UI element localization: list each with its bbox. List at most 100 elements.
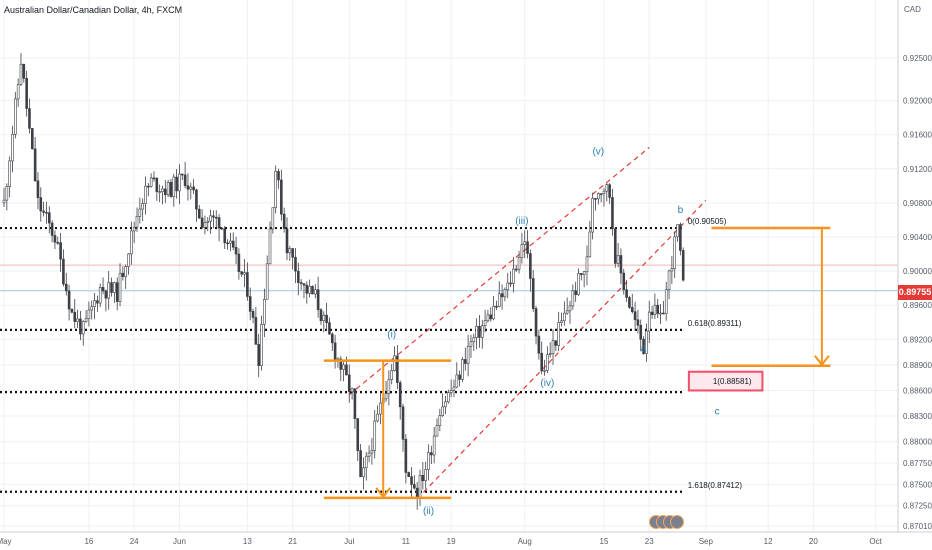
candle-body bbox=[356, 418, 360, 451]
candle-body bbox=[138, 208, 142, 217]
candle-body bbox=[164, 188, 167, 196]
candle-body bbox=[401, 406, 405, 440]
candle-body bbox=[486, 314, 490, 322]
candle-body bbox=[333, 342, 337, 361]
candle-body bbox=[268, 228, 272, 265]
candle-body bbox=[676, 224, 679, 238]
candle-body bbox=[619, 255, 623, 274]
candle-body bbox=[158, 191, 161, 193]
candle-body bbox=[135, 215, 139, 228]
time-tick-label: May bbox=[0, 537, 12, 546]
candle-body bbox=[517, 257, 521, 270]
time-tick-label: 23 bbox=[645, 537, 654, 546]
candle-body bbox=[22, 63, 26, 79]
candle-body bbox=[101, 287, 105, 292]
candle-body bbox=[599, 193, 603, 195]
time-tick-label: 19 bbox=[447, 537, 456, 546]
candle-body bbox=[367, 452, 371, 457]
candle-body bbox=[180, 173, 184, 176]
fib-level-label: 0.618(0.89311) bbox=[688, 319, 742, 328]
channel-line bbox=[416, 199, 707, 500]
candle-body bbox=[302, 283, 306, 286]
price-axis-unit: CAD bbox=[904, 5, 921, 14]
candle-body bbox=[656, 304, 660, 314]
candle-body bbox=[418, 475, 422, 499]
candle-body bbox=[393, 355, 396, 371]
candle-body bbox=[466, 345, 470, 364]
candle-body bbox=[30, 128, 34, 150]
candle-body bbox=[554, 340, 558, 346]
candle-body bbox=[438, 415, 442, 426]
candle-body bbox=[274, 171, 277, 209]
candle-body bbox=[608, 184, 611, 198]
price-tick-label: 0.88000 bbox=[903, 438, 932, 447]
candle-body bbox=[633, 311, 637, 321]
candle-body bbox=[370, 450, 374, 454]
grid-layer bbox=[0, 0, 898, 532]
candle-body bbox=[47, 212, 51, 224]
candle-body bbox=[113, 282, 116, 293]
candle-body bbox=[172, 176, 176, 197]
candle-body bbox=[67, 290, 71, 310]
candle-body bbox=[625, 289, 628, 298]
candle-body bbox=[628, 297, 631, 308]
candle-body bbox=[234, 246, 238, 255]
candle-body bbox=[263, 299, 266, 325]
time-tick-label: Oct bbox=[869, 537, 882, 546]
candle-body bbox=[144, 185, 147, 204]
last-price-tag: 0.89755 bbox=[898, 285, 932, 300]
candle-body bbox=[288, 248, 292, 254]
candle-body bbox=[325, 314, 328, 323]
candle-body bbox=[33, 148, 37, 182]
candle-body bbox=[571, 290, 575, 307]
candle-body bbox=[543, 370, 546, 372]
candle-body bbox=[520, 244, 524, 258]
candle-body bbox=[373, 420, 377, 451]
candle-body bbox=[489, 314, 493, 320]
candle-body bbox=[441, 406, 444, 416]
candle-body bbox=[291, 248, 294, 258]
fib-level-label: 1.618(0.87412) bbox=[688, 481, 743, 490]
candle-body bbox=[175, 176, 178, 192]
candle-body bbox=[483, 320, 487, 326]
candle-body bbox=[311, 286, 314, 295]
candle-body bbox=[299, 282, 303, 284]
candle-body bbox=[568, 305, 572, 312]
candle-body bbox=[551, 340, 555, 354]
candle-body bbox=[469, 341, 473, 347]
event-badge-icon[interactable] bbox=[670, 515, 684, 529]
time-tick-label: 24 bbox=[130, 537, 139, 546]
candle-body bbox=[616, 255, 620, 264]
candle-body bbox=[359, 450, 362, 478]
candle-body bbox=[16, 84, 20, 100]
fib-levels: 0(0.90505) 0.618(0.89311) 1.618(0.87412) 1(… bbox=[0, 217, 764, 493]
candle-body bbox=[87, 309, 91, 319]
candle-body bbox=[19, 63, 23, 85]
candle-body bbox=[36, 180, 40, 198]
candle-body bbox=[390, 370, 394, 380]
candle-body bbox=[141, 203, 144, 210]
candle-body bbox=[25, 77, 28, 109]
candle-body bbox=[246, 272, 249, 297]
candle-body bbox=[404, 439, 408, 473]
candle-body bbox=[5, 186, 9, 201]
candle-body bbox=[582, 271, 586, 275]
candle-body bbox=[2, 199, 6, 204]
candle-body bbox=[396, 355, 399, 383]
wave-label: c bbox=[715, 406, 720, 417]
candle-body bbox=[659, 312, 662, 315]
candle-body bbox=[430, 452, 433, 456]
candle-body bbox=[347, 374, 351, 393]
candle-body bbox=[557, 322, 560, 346]
candle-body bbox=[503, 289, 507, 298]
candle-body bbox=[534, 308, 538, 337]
candle-body bbox=[254, 317, 258, 345]
candle-body bbox=[280, 179, 283, 215]
candle-body bbox=[39, 197, 43, 212]
time-axis: May 16 24 Jun 13 21 Jul 11 19 Aug 15 23 Sep 12 20 Oct bbox=[0, 531, 932, 550]
price-tick-label: 0.87500 bbox=[903, 480, 932, 489]
candle-body bbox=[76, 318, 79, 322]
candle-body bbox=[237, 253, 241, 272]
candle-body bbox=[362, 467, 365, 478]
